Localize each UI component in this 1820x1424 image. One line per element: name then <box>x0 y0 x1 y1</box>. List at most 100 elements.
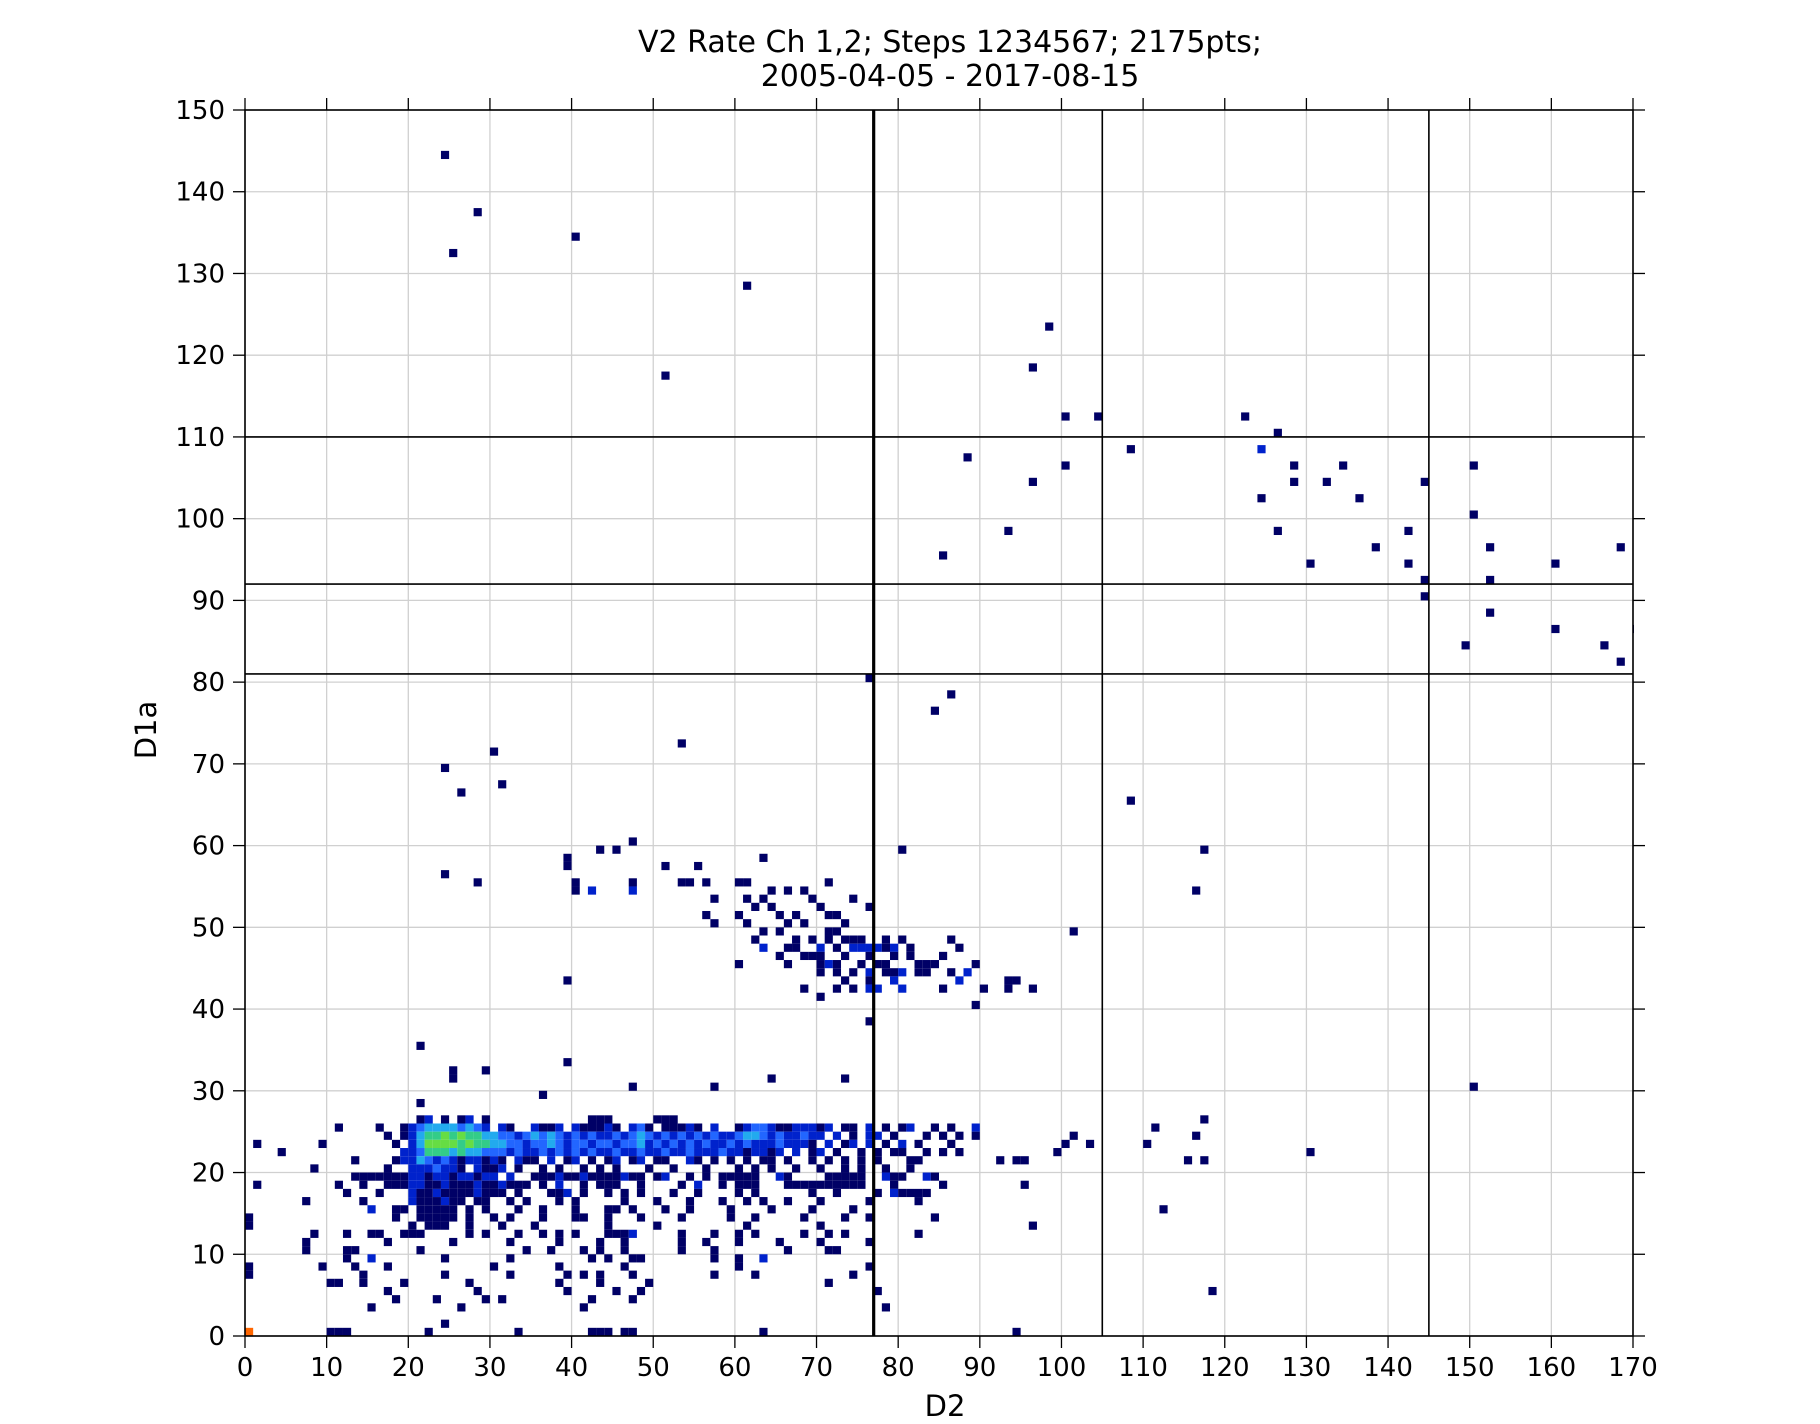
heatmap-cell <box>653 1131 662 1140</box>
heatmap-cell <box>547 1131 556 1140</box>
heatmap-cell <box>555 1180 564 1189</box>
heatmap-cell <box>604 1172 613 1181</box>
heatmap-cell <box>440 1123 450 1132</box>
heatmap-cell <box>1486 608 1495 617</box>
heatmap-cell <box>538 1148 548 1157</box>
heatmap-cell <box>579 1172 588 1181</box>
heatmap-cell <box>734 1164 744 1173</box>
heatmap-cell <box>1616 543 1625 552</box>
heatmap-cell <box>971 1131 980 1140</box>
heatmap-cell <box>767 1205 776 1214</box>
heatmap-cell <box>302 1246 311 1255</box>
heatmap-cell <box>253 1139 262 1149</box>
heatmap-cell <box>816 1131 825 1140</box>
heatmap-cell <box>489 1131 499 1140</box>
heatmap-cell <box>734 1139 744 1149</box>
heatmap-cell <box>473 1139 482 1149</box>
heatmap-cell <box>514 1327 523 1336</box>
heatmap-cell <box>432 1213 441 1222</box>
heatmap-cell <box>571 878 580 887</box>
heatmap-cell <box>1420 592 1429 601</box>
heatmap-cell <box>816 1164 825 1173</box>
heatmap-cell <box>596 1237 605 1247</box>
heatmap-cell <box>971 1000 980 1010</box>
heatmap-cell <box>245 1270 254 1279</box>
heatmap-cell <box>489 1148 499 1157</box>
heatmap-cell <box>832 984 842 993</box>
heatmap-cell <box>849 1180 858 1189</box>
heatmap-cell <box>416 1115 425 1124</box>
heatmap-cell <box>612 1148 621 1157</box>
heatmap-cell <box>449 1156 458 1165</box>
heatmap-cell <box>498 1164 507 1173</box>
heatmap-cell <box>1004 984 1013 993</box>
heatmap-cell <box>481 1131 490 1140</box>
heatmap-cell <box>947 968 956 977</box>
heatmap-cell <box>481 1205 490 1214</box>
heatmap-cell <box>571 1229 580 1238</box>
heatmap-cell <box>661 1156 670 1165</box>
y-tick-label: 150 <box>175 96 225 126</box>
heatmap-cell <box>449 248 458 258</box>
heatmap-cell <box>432 1188 441 1198</box>
heatmap-cell <box>865 1139 874 1149</box>
heatmap-cell <box>628 878 637 887</box>
heatmap-cell <box>800 1180 809 1189</box>
heatmap-cell <box>1012 1327 1021 1336</box>
heatmap-cell <box>898 1123 907 1132</box>
heatmap-cell <box>547 1172 556 1181</box>
heatmap-cell <box>906 951 915 961</box>
heatmap-cell <box>375 1229 384 1238</box>
heatmap-cell <box>424 1156 433 1165</box>
heatmap-cell <box>898 1172 907 1181</box>
heatmap-cell <box>587 1139 597 1149</box>
y-tick-label: 130 <box>175 259 225 289</box>
heatmap-cell <box>734 1123 744 1132</box>
heatmap-cell <box>440 1221 450 1230</box>
heatmap-cell <box>620 1229 629 1238</box>
heatmap-cell <box>587 1115 597 1124</box>
heatmap-cell <box>563 1148 572 1157</box>
heatmap-cell <box>653 1115 662 1124</box>
heatmap-cell <box>1371 543 1380 552</box>
heatmap-cell <box>792 1164 801 1173</box>
heatmap-cell <box>775 910 784 920</box>
heatmap-cell <box>865 976 874 985</box>
heatmap-cell <box>571 1213 580 1222</box>
heatmap-cell <box>465 1180 474 1189</box>
heatmap-cell <box>612 1172 621 1181</box>
heatmap-cell <box>1469 461 1478 470</box>
heatmap-cell <box>604 1221 613 1230</box>
heatmap-cell <box>841 951 850 961</box>
heatmap-cell <box>832 960 842 969</box>
heatmap-cell <box>702 1139 711 1149</box>
heatmap-cell <box>342 1188 352 1198</box>
heatmap-cell <box>489 1213 499 1222</box>
heatmap-cell <box>416 1246 425 1255</box>
heatmap-cell <box>563 1131 572 1140</box>
x-axis-label: D2 <box>925 1389 966 1423</box>
heatmap-cell <box>465 1188 474 1198</box>
heatmap-cell <box>636 1139 646 1149</box>
heatmap-cell <box>857 1156 866 1165</box>
heatmap-cell <box>1126 796 1135 805</box>
heatmap-cell <box>783 1139 793 1149</box>
heatmap-cell <box>1257 445 1266 454</box>
heatmap-cell <box>849 1270 858 1279</box>
heatmap-cell <box>530 1148 539 1157</box>
heatmap-cell <box>416 1148 425 1157</box>
heatmap-cell <box>538 1090 548 1099</box>
heatmap-cell <box>653 1172 662 1181</box>
heatmap-cell <box>1208 1286 1217 1296</box>
heatmap-cell <box>457 1180 466 1189</box>
heatmap-cell <box>489 1180 499 1189</box>
y-tick-label: 80 <box>192 668 225 698</box>
heatmap-cell <box>1616 657 1625 666</box>
heatmap-cell <box>424 1221 433 1230</box>
heatmap-cell <box>489 1164 499 1173</box>
x-tick-label: 50 <box>637 1353 670 1383</box>
heatmap-cell <box>645 1131 654 1140</box>
heatmap-cell <box>596 1123 605 1132</box>
heatmap-cell <box>375 1188 384 1198</box>
heatmap-cell <box>408 1148 417 1157</box>
